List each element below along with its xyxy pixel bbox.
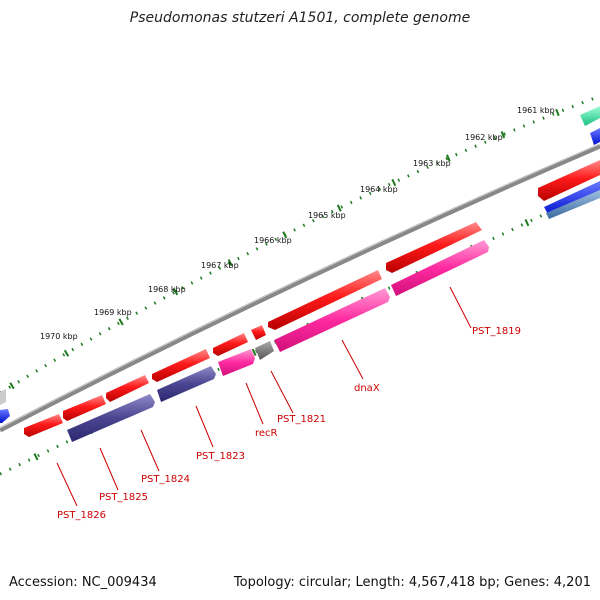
outer-major-ticks bbox=[9, 108, 560, 390]
gene-recR bbox=[218, 349, 255, 376]
gene-forward bbox=[24, 414, 63, 437]
genome-backbone bbox=[0, 143, 600, 433]
gene-steel-edge bbox=[546, 190, 600, 219]
leader-PST_1824 bbox=[140, 429, 160, 472]
leader-PST_1825 bbox=[99, 447, 119, 491]
scale-label-1962: 1962 kbp bbox=[465, 133, 503, 142]
scale-label-1965: 1965 kbp bbox=[308, 211, 346, 220]
scale-label-1966: 1966 kbp bbox=[254, 236, 292, 245]
gene-label-PST_1819: PST_1819 bbox=[472, 326, 521, 337]
genome-backbone-highlight bbox=[0, 143, 600, 429]
scale-tick bbox=[336, 204, 342, 212]
scale-tick bbox=[391, 178, 397, 187]
gene-label-dnaX: dnaX bbox=[354, 383, 380, 394]
scale-tick bbox=[173, 288, 179, 296]
gene-label-recR: recR bbox=[255, 428, 278, 439]
gene-forward bbox=[386, 222, 482, 273]
gene-label-PST_1821: PST_1821 bbox=[277, 414, 326, 425]
reverse-genes bbox=[67, 240, 489, 442]
leader-PST_1823 bbox=[195, 405, 214, 448]
leader-PST_1821 bbox=[270, 370, 294, 414]
scale-tick bbox=[524, 219, 530, 227]
gene-blue-edge bbox=[590, 128, 600, 145]
scale-tick bbox=[63, 349, 70, 357]
gene-forward bbox=[63, 395, 106, 421]
gene-labels: PST_1819 dnaX PST_1821 recR PST_1823 PST… bbox=[57, 326, 521, 521]
scale-labels: 1961 kbp 1962 kbp 1963 kbp 1964 kbp 1965… bbox=[40, 106, 555, 341]
scale-label-1969: 1969 kbp bbox=[94, 308, 132, 317]
scale-tick bbox=[282, 231, 288, 239]
scale-tick bbox=[118, 318, 124, 326]
gene-dnaX bbox=[274, 288, 390, 352]
leader-recR bbox=[245, 382, 264, 425]
scale-label-1968: 1968 kbp bbox=[148, 285, 186, 294]
leader-PST_1826 bbox=[56, 462, 78, 507]
gene-forward bbox=[268, 270, 382, 330]
label-leaders bbox=[56, 286, 472, 507]
gene-forward bbox=[251, 325, 266, 340]
edge-features-left bbox=[0, 389, 10, 423]
gene-forward bbox=[213, 333, 248, 356]
gene-blue-edge-2 bbox=[544, 181, 600, 216]
scale-label-1963: 1963 kbp bbox=[413, 159, 451, 168]
scale-label-1970: 1970 kbp bbox=[40, 332, 78, 341]
scale-label-1964: 1964 kbp bbox=[360, 185, 398, 194]
leader-PST_1819 bbox=[449, 286, 472, 329]
accession-text: Accession: NC_009434 bbox=[9, 575, 157, 590]
gene-label-PST_1824: PST_1824 bbox=[141, 474, 190, 485]
scale-label-1967: 1967 kbp bbox=[201, 261, 239, 270]
edge-features-right bbox=[538, 106, 600, 219]
scale-tick bbox=[9, 382, 15, 390]
gene-label-PST_1823: PST_1823 bbox=[196, 451, 245, 462]
leader-dnaX bbox=[341, 339, 364, 380]
gene-forward bbox=[152, 349, 210, 382]
gene-gray-edge bbox=[0, 389, 6, 405]
gene-PST_1819 bbox=[391, 240, 489, 296]
scale-tick bbox=[446, 154, 451, 162]
scale-tick bbox=[33, 453, 39, 461]
gene-forward bbox=[106, 375, 149, 402]
map-title: Pseudomonas stutzeri A1501, complete gen… bbox=[129, 10, 471, 26]
scale-tick bbox=[227, 259, 233, 267]
gene-PST_1821 bbox=[255, 341, 274, 360]
scale-tick bbox=[500, 131, 506, 139]
gene-teal bbox=[580, 106, 600, 126]
gene-red-edge bbox=[538, 160, 600, 201]
topology-text: Topology: circular; Length: 4,567,418 bp… bbox=[233, 575, 591, 590]
scale-ring-outer bbox=[0, 94, 600, 395]
gene-PST_1823 bbox=[157, 366, 216, 402]
gene-label-PST_1826: PST_1826 bbox=[57, 510, 106, 521]
gene-PST_1824 bbox=[67, 394, 155, 442]
scale-label-1961: 1961 kbp bbox=[517, 106, 555, 115]
forward-genes bbox=[24, 222, 482, 437]
gene-blue-left bbox=[0, 409, 10, 423]
gene-label-PST_1825: PST_1825 bbox=[99, 492, 148, 503]
scale-tick bbox=[251, 348, 257, 356]
scale-tick bbox=[555, 108, 560, 117]
